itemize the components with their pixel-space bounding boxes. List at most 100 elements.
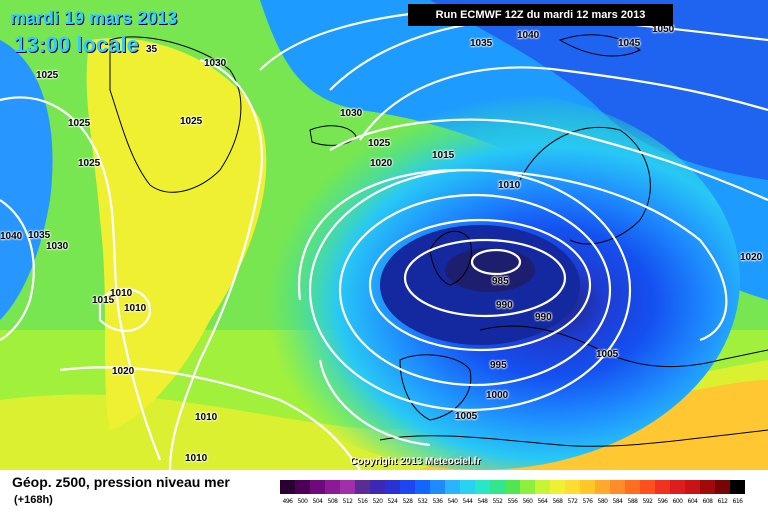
legend-tick-label: 612 — [717, 498, 728, 505]
legend-swatch — [520, 480, 535, 494]
pressure-label: 1050 — [652, 24, 675, 35]
pressure-label: 1040 — [517, 30, 540, 41]
isobar-1000 — [338, 193, 612, 387]
pressure-label: 995 — [490, 360, 507, 371]
legend-tick-label: 560 — [522, 498, 533, 505]
pressure-label: 1035 — [28, 230, 51, 241]
legend-swatch — [355, 480, 370, 494]
pressure-label: 1005 — [455, 411, 478, 422]
isobar-1005-sw — [318, 359, 431, 447]
legend-tick-label: 496 — [282, 498, 293, 505]
isobar-ridge-1025 — [168, 58, 263, 470]
pressure-label: 1010 — [185, 453, 208, 464]
legend-tick-label: 604 — [687, 498, 698, 505]
footer: Géop. z500, pression niveau mer (+168h) … — [0, 470, 768, 512]
legend-swatch — [340, 480, 355, 494]
legend-tick-label: 532 — [417, 498, 428, 505]
pressure-label: 1025 — [36, 70, 59, 81]
legend-swatch — [550, 480, 565, 494]
pressure-label: 1030 — [340, 108, 363, 119]
isobar-1010 — [297, 168, 728, 342]
pressure-label: 1035 — [470, 38, 493, 49]
legend-swatch — [700, 480, 715, 494]
legend-swatch — [325, 480, 340, 494]
isobars — [0, 8, 768, 470]
legend-swatch — [670, 480, 685, 494]
pressure-label: 1010 — [195, 412, 218, 423]
isobar-1020 — [359, 66, 768, 141]
chart-title: Géop. z500, pression niveau mer — [12, 474, 230, 490]
legend-swatch — [625, 480, 640, 494]
legend-tick-label: 528 — [402, 498, 413, 505]
coast-greenland — [109, 36, 242, 193]
pressure-label: 1000 — [486, 390, 509, 401]
lead-time: (+168h) — [14, 494, 53, 506]
coast-iberia — [399, 354, 472, 421]
legend-swatch — [385, 480, 400, 494]
coast-iceland — [309, 125, 357, 146]
legend-swatch — [400, 480, 415, 494]
legend-swatch — [445, 480, 460, 494]
legend-swatch — [490, 480, 505, 494]
legend-tick-label: 504 — [312, 498, 323, 505]
legend-swatch — [685, 480, 700, 494]
map-canvas — [0, 0, 768, 470]
isobar-995 — [368, 218, 592, 352]
pressure-label: 1045 — [618, 38, 641, 49]
field-low-center — [445, 248, 535, 292]
isobar-1010-west — [98, 288, 152, 332]
legend-swatch — [475, 480, 490, 494]
pressure-label: 1040 — [0, 231, 23, 242]
legend-tick-label: 596 — [657, 498, 668, 505]
coast-north-africa — [379, 429, 768, 447]
legend-tick-label: 576 — [582, 498, 593, 505]
legend-tick-label: 508 — [327, 498, 338, 505]
legend-swatch — [730, 480, 745, 494]
pressure-label: 1005 — [596, 349, 619, 360]
coast-arctic-islands — [558, 34, 641, 57]
isobar-ridge-1030 — [0, 96, 162, 461]
legend-tick-label: 500 — [297, 498, 308, 505]
isobar-985 — [470, 248, 522, 276]
pressure-label: 35 — [146, 44, 158, 55]
pressure-label: 985 — [492, 276, 509, 287]
legend-tick-label: 536 — [432, 498, 443, 505]
pressure-label: 1030 — [204, 58, 227, 69]
legend-swatch — [505, 480, 520, 494]
pressure-label: 1020 — [370, 158, 393, 169]
coast-europe — [479, 325, 768, 368]
legend-swatch — [430, 480, 445, 494]
legend-swatch — [595, 480, 610, 494]
legend-swatch — [460, 480, 475, 494]
legend-swatch — [565, 480, 580, 494]
coastlines — [109, 34, 768, 447]
legend-swatch — [655, 480, 670, 494]
legend-labels: 496 500 504 508 512 516 520 524 528 532 536 540 544 5… — [280, 498, 745, 505]
pressure-label: 1015 — [92, 295, 115, 306]
legend-swatch — [310, 480, 325, 494]
legend-swatch — [370, 480, 385, 494]
legend-swatch — [580, 480, 595, 494]
legend-tick-label: 584 — [612, 498, 623, 505]
model-run-banner: Run ECMWF 12Z du mardi 12 mars 2013 — [408, 4, 673, 26]
field-greenland-ridge — [86, 38, 267, 431]
legend-tick-label: 544 — [462, 498, 473, 505]
legend-swatch — [610, 480, 625, 494]
pressure-label: 1010 — [124, 303, 147, 314]
isobar-west-1035 — [0, 199, 35, 341]
pressure-label: 1010 — [110, 288, 133, 299]
legend-tick-label: 556 — [507, 498, 518, 505]
legend-tick-label: 516 — [357, 498, 368, 505]
legend-swatch — [280, 480, 295, 494]
isobar-south-1020 — [59, 366, 361, 470]
weather-map: 1035 1040 1045 1050 35 1030 1025 1025 10… — [0, 0, 768, 470]
legend-tick-label: 540 — [447, 498, 458, 505]
legend-tick-label: 608 — [702, 498, 713, 505]
field-arctic-core — [430, 0, 768, 180]
legend-tick-label: 592 — [642, 498, 653, 505]
copyright-text: Copyright 2013 Meteociel.fr — [350, 456, 481, 467]
pressure-label: 1020 — [112, 366, 135, 377]
legend-tick-label: 524 — [387, 498, 398, 505]
legend-swatch — [715, 480, 730, 494]
legend-swatch — [535, 480, 550, 494]
